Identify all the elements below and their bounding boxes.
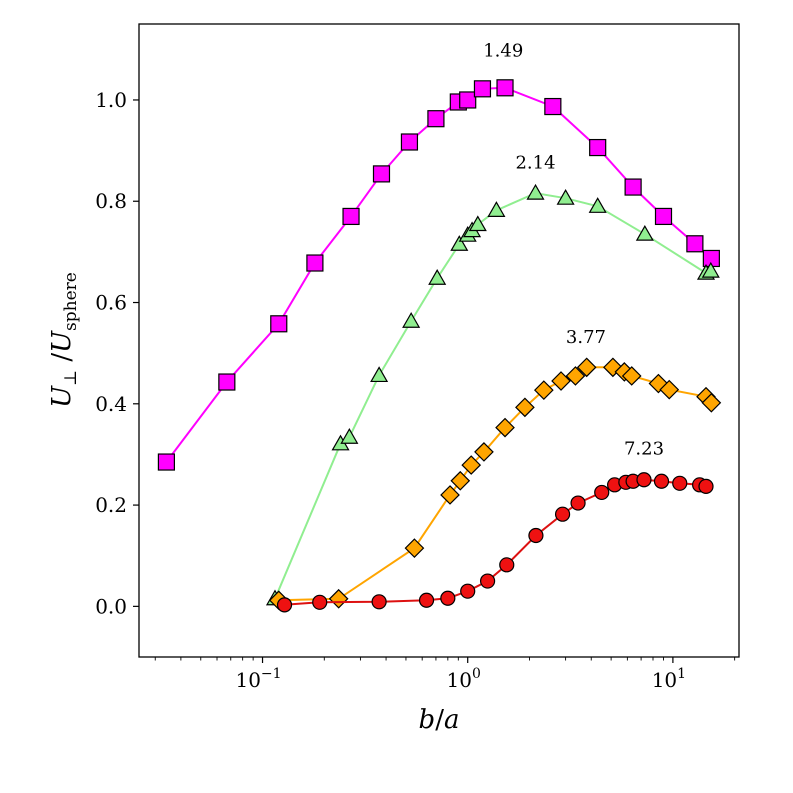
series-3-point-7 bbox=[499, 557, 515, 573]
annotation-1: 2.14 bbox=[515, 152, 555, 173]
series-0 bbox=[157, 79, 720, 471]
y-axis-label: U⊥ /Usphere bbox=[47, 272, 81, 408]
series-2-point-9 bbox=[533, 380, 554, 400]
y-tick-label-3: 0.6 bbox=[95, 291, 127, 315]
series-2-point-19 bbox=[701, 392, 722, 413]
annotation-layer: 1.49 2.14 3.77 7.23 bbox=[483, 40, 664, 459]
annotation-2: 3.77 bbox=[566, 327, 606, 348]
series-3-point-10 bbox=[570, 495, 586, 511]
y-tick-label-5: 1.0 bbox=[95, 88, 127, 112]
series-3-point-0 bbox=[276, 597, 293, 613]
series-0-point-13 bbox=[589, 138, 607, 157]
series-1-point-14 bbox=[635, 224, 654, 241]
y-tick-label-0: 0.0 bbox=[95, 594, 127, 618]
series-2-point-1 bbox=[328, 588, 349, 609]
series-3-point-4 bbox=[440, 590, 456, 606]
series-2-point-7 bbox=[495, 417, 515, 438]
series-3-line bbox=[284, 478, 707, 606]
series-0-point-11 bbox=[496, 79, 514, 97]
series-1-point-9 bbox=[468, 215, 487, 232]
series-1-point-2 bbox=[340, 428, 359, 444]
series-1-line bbox=[274, 192, 712, 600]
series-2-point-15 bbox=[621, 366, 642, 386]
x-tick-label-1: 100 bbox=[447, 666, 481, 692]
axis-ticks: 0.0 0.2 0.4 0.6 0.8 1.0 10−1 100 101 bbox=[95, 88, 736, 692]
series-0-point-5 bbox=[372, 165, 391, 183]
series-0-point-4 bbox=[342, 207, 360, 226]
annotation-0: 1.49 bbox=[483, 40, 523, 61]
series-2-point-8 bbox=[515, 397, 535, 418]
series-0-point-14 bbox=[624, 178, 642, 196]
series-3-point-6 bbox=[479, 573, 496, 589]
x-axis-label: b/a bbox=[419, 705, 460, 735]
y-tick-label-2: 0.4 bbox=[95, 392, 127, 416]
series-3-point-16 bbox=[653, 473, 670, 489]
series-2-point-4 bbox=[450, 470, 471, 491]
series-0-point-7 bbox=[427, 110, 445, 128]
series-3-point-1 bbox=[312, 594, 328, 610]
series-0-point-9 bbox=[459, 91, 477, 109]
series-3 bbox=[276, 472, 714, 613]
series-3-point-9 bbox=[554, 506, 571, 522]
series-2-point-10 bbox=[551, 371, 571, 391]
plot-frame bbox=[138, 23, 740, 658]
series-0-point-10 bbox=[473, 80, 492, 98]
series-0-point-1 bbox=[218, 373, 236, 391]
series-2-point-6 bbox=[474, 442, 494, 462]
series-1-point-6 bbox=[450, 235, 469, 251]
series-3-point-3 bbox=[418, 592, 435, 608]
series-3-point-5 bbox=[460, 583, 476, 599]
series-1 bbox=[265, 183, 720, 606]
series-2-point-5 bbox=[461, 455, 482, 475]
series-2-point-17 bbox=[659, 379, 680, 400]
y-tick-label-1: 0.2 bbox=[95, 493, 127, 517]
series-0-point-3 bbox=[306, 254, 324, 272]
series-0-point-2 bbox=[270, 315, 288, 333]
series-2-point-3 bbox=[440, 485, 460, 505]
series-3-point-8 bbox=[528, 527, 544, 544]
series-0-point-6 bbox=[400, 133, 419, 151]
series-0-point-0 bbox=[157, 453, 175, 471]
series-1-point-16 bbox=[701, 261, 720, 278]
y-tick-label-4: 0.8 bbox=[95, 189, 127, 213]
series-0-point-15 bbox=[654, 207, 673, 226]
series-3-point-17 bbox=[672, 475, 688, 491]
series-1-point-4 bbox=[402, 312, 421, 328]
series-2-point-2 bbox=[404, 538, 425, 558]
x-tick-label-0: 10−1 bbox=[235, 666, 281, 692]
series-1-point-13 bbox=[588, 197, 607, 213]
series-2-point-12 bbox=[576, 357, 597, 378]
series-0-point-12 bbox=[544, 97, 562, 116]
series-1-point-11 bbox=[526, 183, 545, 200]
series-1-point-10 bbox=[487, 201, 506, 217]
x-tick-label-2: 101 bbox=[652, 666, 686, 692]
series-1-point-5 bbox=[428, 269, 447, 285]
series-3-point-19 bbox=[698, 478, 714, 494]
series-0-point-16 bbox=[686, 235, 704, 253]
series-1-point-12 bbox=[556, 188, 575, 205]
series-1-point-3 bbox=[370, 366, 389, 383]
series-3-point-11 bbox=[594, 484, 610, 501]
series-2-point-11 bbox=[565, 366, 586, 386]
series-layer bbox=[157, 79, 722, 613]
series-2 bbox=[268, 357, 722, 611]
series-3-point-2 bbox=[371, 594, 387, 610]
series-3-point-15 bbox=[636, 472, 652, 488]
annotation-3: 7.23 bbox=[624, 438, 664, 459]
